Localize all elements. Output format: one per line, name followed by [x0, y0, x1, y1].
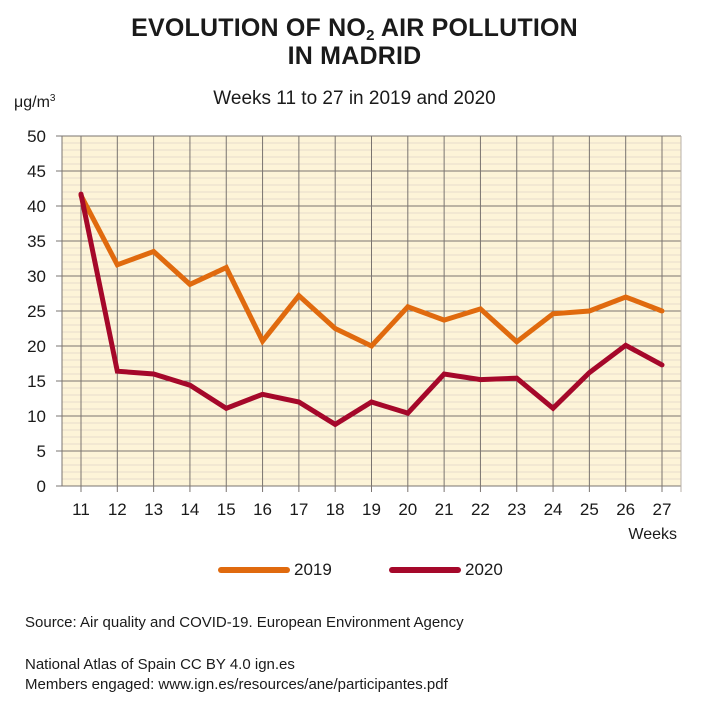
x-axis-ticks: 11 12 13 14 15 16 17 18 19 20 21 22 23 24 25 26 27 — [72, 500, 671, 519]
legend-label-2020: 2020 — [465, 560, 503, 579]
series-lines — [78, 191, 665, 428]
x-tick-label: 25 — [580, 500, 599, 519]
x-tick-label: 27 — [653, 500, 672, 519]
title-line1-post: AIR POLLUTION — [374, 14, 578, 42]
unit-sup: 3 — [49, 93, 56, 104]
y-tick-label: 35 — [27, 232, 46, 251]
x-tick-label: 20 — [398, 500, 417, 519]
x-tick-label: 19 — [362, 500, 381, 519]
x-tick-label: 12 — [108, 500, 127, 519]
x-tick-label: 14 — [180, 500, 199, 519]
chart-subtitle: Weeks 11 to 27 in 2019 and 2020 — [213, 88, 496, 109]
y-tick-label: 25 — [27, 302, 46, 321]
x-tick-label: 21 — [435, 500, 454, 519]
legend: 2019 2020 — [0, 560, 709, 584]
x-tick-label: 26 — [616, 500, 635, 519]
x-tick-label: 16 — [253, 500, 272, 519]
x-tick-label: 11 — [72, 500, 90, 519]
chart-title: EVOLUTION OF NO2 AIR POLLUTION IN MADRID — [0, 14, 709, 70]
y-tick-label: 5 — [37, 442, 46, 461]
y-tick-label: 30 — [27, 267, 46, 286]
x-tick-label: 15 — [217, 500, 236, 519]
x-tick-label: 24 — [544, 500, 563, 519]
source-note: Source: Air quality and COVID-19. Europe… — [25, 614, 464, 631]
major-gridlines — [56, 135, 682, 492]
y-axis-ticks: 0 5 10 15 20 25 30 35 40 45 50 — [27, 127, 46, 496]
legend-swatch-2019 — [218, 567, 290, 573]
x-tick-label: 18 — [326, 500, 345, 519]
legend-item-2020: 2020 — [389, 560, 503, 580]
atlas-credit: National Atlas of Spain CC BY 4.0 ign.es — [25, 656, 295, 673]
title-line2: IN MADRID — [287, 42, 422, 70]
y-tick-label: 45 — [27, 162, 46, 181]
y-tick-label: 20 — [27, 337, 46, 356]
legend-item-2019: 2019 — [218, 560, 332, 580]
x-tick-label: 23 — [507, 500, 526, 519]
legend-label-2019: 2019 — [294, 560, 332, 579]
y-tick-label: 50 — [27, 127, 46, 146]
unit-base: μg/m — [14, 94, 50, 111]
x-tick-label: 13 — [144, 500, 163, 519]
x-tick-label: 22 — [471, 500, 490, 519]
y-axis-unit: μg/m3 — [14, 94, 55, 112]
legend-swatch-2020 — [389, 567, 461, 573]
title-subscript: 2 — [366, 27, 375, 44]
y-tick-label: 10 — [27, 407, 46, 426]
x-axis-label: Weeks — [628, 526, 677, 543]
x-tick-label: 17 — [289, 500, 308, 519]
y-tick-label: 40 — [27, 197, 46, 216]
members-link: Members engaged: www.ign.es/resources/an… — [25, 676, 448, 693]
y-tick-label: 15 — [27, 372, 46, 391]
title-line1-pre: EVOLUTION OF NO — [131, 14, 367, 42]
y-tick-label: 0 — [37, 477, 46, 496]
